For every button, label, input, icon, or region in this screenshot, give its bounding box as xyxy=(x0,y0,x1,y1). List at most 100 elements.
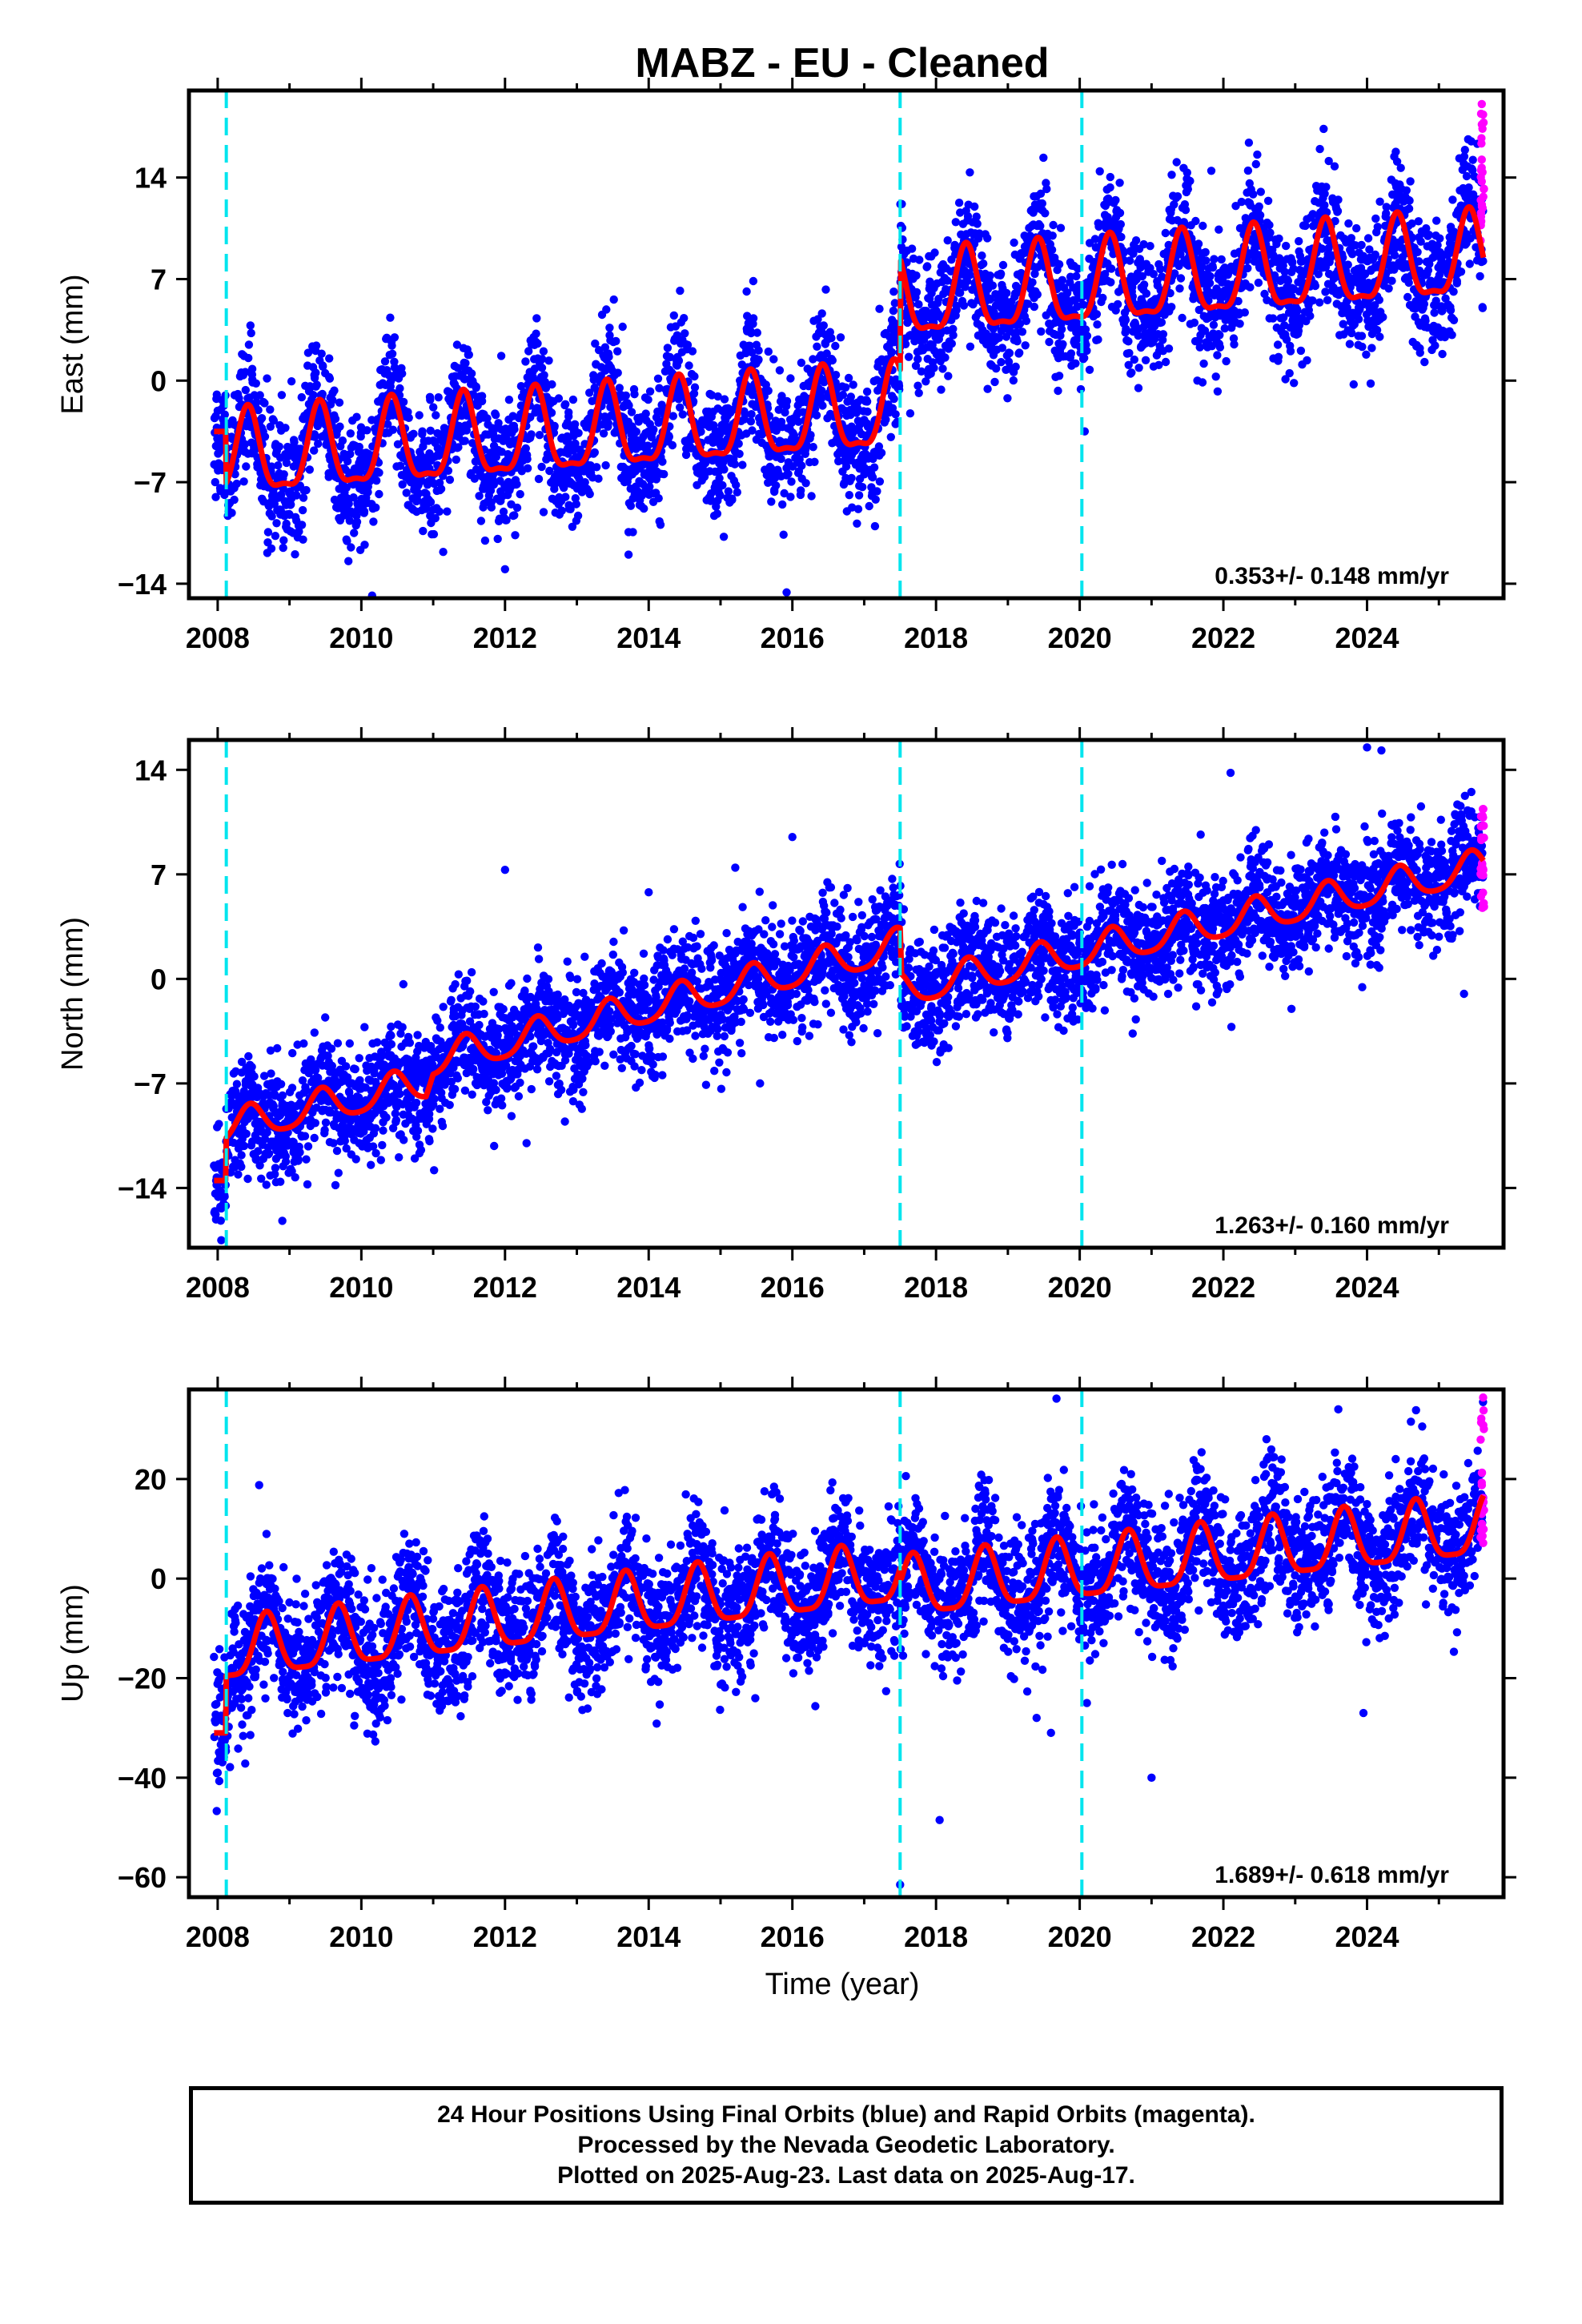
data-point xyxy=(1255,202,1263,211)
data-point xyxy=(1263,196,1273,205)
data-point xyxy=(511,531,520,540)
data-point xyxy=(1139,280,1149,289)
data-point xyxy=(399,397,408,407)
data-point xyxy=(706,497,715,505)
data-point xyxy=(359,509,368,517)
data-point xyxy=(1414,217,1423,226)
data-point xyxy=(393,440,403,448)
data-point xyxy=(1010,238,1018,247)
data-point xyxy=(782,396,792,406)
data-point xyxy=(745,341,754,350)
data-point xyxy=(244,353,253,363)
data-point xyxy=(1005,348,1014,358)
data-point xyxy=(747,348,757,357)
data-point xyxy=(937,385,946,394)
data-point xyxy=(1113,300,1122,309)
data-point xyxy=(414,489,424,498)
data-point xyxy=(346,429,355,438)
data-point xyxy=(396,461,405,470)
data-point xyxy=(1186,176,1195,186)
data-point xyxy=(1181,206,1191,215)
data-point xyxy=(220,1192,229,1201)
data-point xyxy=(923,262,932,271)
data-point xyxy=(260,399,269,408)
data-point xyxy=(1199,221,1207,231)
data-point xyxy=(548,380,556,389)
data-point xyxy=(530,364,540,373)
data-point xyxy=(1330,162,1339,171)
data-point xyxy=(390,333,400,342)
rapid-point xyxy=(1476,109,1486,119)
data-point xyxy=(1191,216,1200,226)
data-point xyxy=(523,464,532,472)
data-point xyxy=(287,377,296,386)
outlier-point xyxy=(500,565,509,573)
data-point xyxy=(912,287,921,297)
data-point xyxy=(539,508,548,517)
data-point xyxy=(1275,234,1283,243)
data-point xyxy=(386,382,395,391)
rapid-point xyxy=(1477,155,1486,164)
data-point xyxy=(1127,368,1136,377)
data-point xyxy=(521,444,530,453)
data-point xyxy=(215,1120,223,1128)
data-point xyxy=(720,395,729,404)
data-point xyxy=(1311,281,1320,291)
data-point xyxy=(387,341,396,350)
panel-north: 2008 2010 2012 2014 2016 2018 2020 2022 2024−14−… xyxy=(56,727,1516,1304)
data-point xyxy=(297,521,307,529)
data-point xyxy=(601,460,610,470)
data-point xyxy=(1285,368,1294,378)
data-point xyxy=(797,358,806,368)
data-point xyxy=(1255,211,1265,219)
data-point xyxy=(487,503,496,512)
data-point xyxy=(817,386,826,395)
data-point xyxy=(1230,340,1239,349)
data-point xyxy=(1460,146,1470,155)
data-point xyxy=(352,412,361,421)
data-point xyxy=(539,347,548,356)
data-point xyxy=(680,314,689,323)
data-point xyxy=(973,219,982,228)
data-point xyxy=(1222,356,1231,366)
y-tick-label: 0 xyxy=(151,364,167,397)
data-point xyxy=(764,347,773,356)
data-point xyxy=(476,517,486,525)
data-point xyxy=(594,474,603,483)
data-point xyxy=(1268,314,1278,323)
data-point xyxy=(314,439,323,448)
data-point xyxy=(1406,177,1415,186)
data-point xyxy=(775,366,785,375)
data-point xyxy=(688,347,697,356)
data-point xyxy=(1066,349,1076,358)
data-point xyxy=(445,475,455,485)
data-point xyxy=(325,374,335,383)
data-point xyxy=(998,260,1008,270)
data-point xyxy=(778,500,787,509)
data-point xyxy=(545,466,554,476)
data-point xyxy=(1054,259,1064,269)
data-point xyxy=(244,340,254,349)
data-point xyxy=(504,396,514,404)
data-point xyxy=(220,410,229,419)
data-point xyxy=(1194,239,1203,248)
data-point xyxy=(241,385,250,395)
data-point xyxy=(654,494,663,503)
data-point xyxy=(818,401,827,410)
data-point xyxy=(314,1073,323,1083)
x-tick-label: 2016 xyxy=(761,621,825,654)
data-point xyxy=(1098,293,1107,303)
data-point xyxy=(978,251,986,260)
data-point xyxy=(319,362,327,371)
data-point xyxy=(683,340,693,349)
data-point xyxy=(678,410,687,419)
data-point xyxy=(342,483,351,493)
data-point xyxy=(921,377,930,386)
data-point xyxy=(1178,313,1186,323)
data-point xyxy=(1215,225,1223,234)
data-point xyxy=(1243,166,1253,175)
data-point xyxy=(1036,222,1045,231)
data-point xyxy=(809,443,817,452)
data-point xyxy=(762,471,771,480)
data-point xyxy=(1213,387,1223,396)
